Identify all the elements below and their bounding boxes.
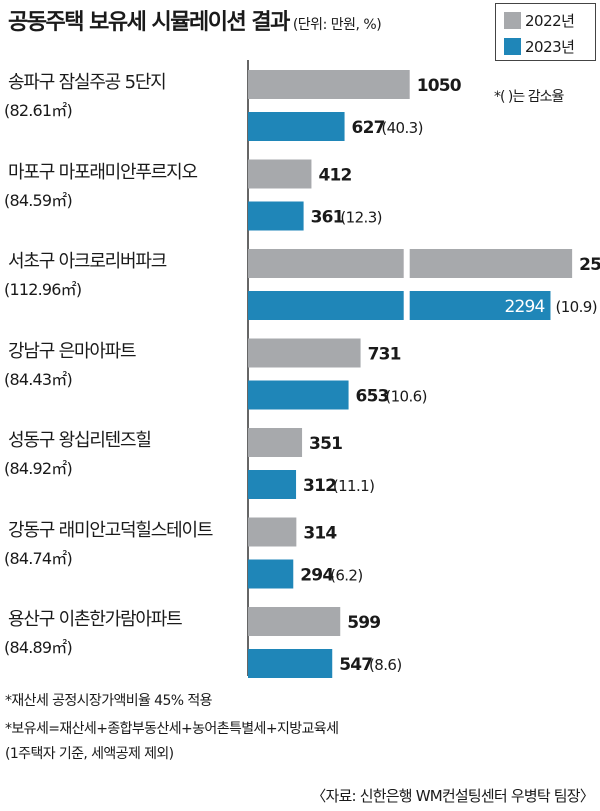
bar-2022 [248,159,312,189]
value-label-2023: 312 [303,476,336,496]
category-label: 마포구 마포래미안푸르지오 [8,161,198,183]
bar-2023 [248,201,304,231]
footnote-1: *재산세 공정시장가액비율 45% 적용 [5,693,213,709]
decrease-rate-note: *( )는 감소율 [494,89,564,105]
value-label-2023: 361 [311,208,344,228]
value-label-2022: 731 [368,345,401,365]
chart-title: 공동주택 보유세 시뮬레이션 결과 (단위: 만원, %) [8,4,382,36]
category-label: 강동구 래미안고덕힐스테이트 [8,519,213,541]
value-label-2022: 351 [309,434,342,454]
value-label-2022: 2575 [579,255,600,275]
legend-item-2023: 2023년 [504,37,575,56]
bar-2023 [248,649,333,678]
value-label-2023: 627 [352,118,385,138]
bar-2022-part1 [248,249,404,278]
category-area-label: (84.74㎡) [4,548,73,568]
bar-2022 [248,70,410,99]
unit-label: (단위: 만원, %) [292,17,382,33]
value-label-2023: 653 [356,387,389,407]
value-label-2023: 294 [300,566,334,586]
bar-2023 [248,380,349,410]
value-label-2023: 2294 [504,297,544,317]
title-text: 공동주택 보유세 시뮬레이션 결과 [8,10,290,35]
value-label-2022: 412 [318,166,351,186]
category-label: 서초구 아크로리버파크 [8,251,167,272]
bar-2022 [248,338,361,368]
bar-2023-part2 [409,291,551,320]
value-label-2022: 599 [347,613,380,633]
rate-label: (6.2) [330,567,363,585]
bar-2023 [248,559,294,589]
rate-label: (10.6) [385,388,427,406]
rate-label: (11.1) [333,477,375,495]
category-label: 성동구 왕십리텐즈힐 [8,430,152,451]
footnote-3: (1주택자 기준, 세액공제 제외) [5,746,174,762]
category-area-label: (112.96㎡) [4,280,82,299]
value-label-2022: 314 [303,524,337,544]
category-label: 강남구 은마아파트 [8,340,137,362]
legend-swatch-2022 [504,11,521,29]
legend-item-2022: 2022년 [504,11,575,30]
legend-swatch-2023 [504,37,521,55]
bar-2022 [248,428,303,457]
category-area-label: (84.89㎡) [4,638,73,657]
category-label: 송파구 잠실주공 5단지 [8,72,167,93]
bar-2023-part1 [248,291,404,320]
category-label: 용산구 이촌한가람아파트 [8,609,183,630]
value-label-2022: 1050 [417,76,462,96]
source-credit: 〈자료: 신한은행 WM컨설팅센터 우병탁 팀장〉 [311,787,595,805]
bar-2022-part2 [409,249,573,278]
legend-label-2022: 2022년 [525,11,575,30]
legend-label-2023: 2023년 [525,37,575,56]
rate-label: (12.3) [340,209,382,227]
bar-2022 [248,517,297,547]
category-area-label: (82.61㎡) [4,101,73,120]
category-area-label: (84.92㎡) [4,459,73,478]
bar-2023 [248,112,345,141]
category-area-label: (84.59㎡) [4,190,73,210]
category-area-label: (84.43㎡) [4,369,73,389]
value-label-2023: 547 [339,655,372,675]
rate-label: (40.3) [381,119,423,137]
rate-label: (8.6) [369,656,402,674]
rate-label: (10.9) [555,298,597,316]
footnote-2: *보유세=재산세+종합부동산세+농어촌특별세+지방교육세 [5,721,339,737]
bar-2023 [248,470,297,499]
legend: 2022년 2023년 [495,3,596,61]
bar-2022 [248,607,341,636]
